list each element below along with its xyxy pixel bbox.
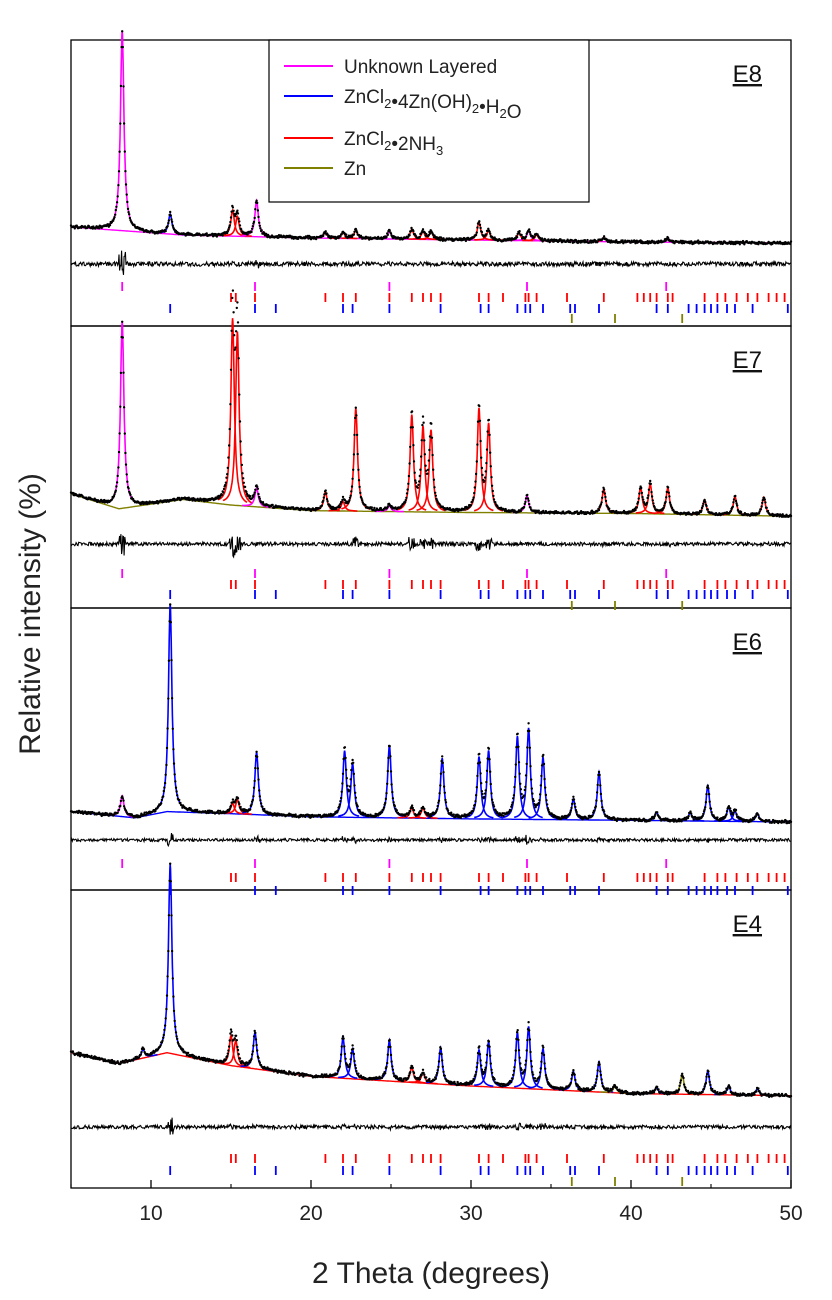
y-axis-title: Relative intensity (%)	[14, 473, 47, 755]
panel-frame-e6	[70, 607, 792, 891]
peak-e6-15-4	[223, 798, 252, 815]
peak-e8-8-2	[107, 30, 138, 229]
panel-label-e6: E6	[733, 629, 762, 656]
observed-trace-e7	[69, 289, 793, 518]
peak-e6-44-8	[693, 783, 722, 822]
difference-curve-e4	[70, 1117, 792, 1135]
difference-curve-e7	[70, 534, 792, 559]
x-axis: 10 20 30 40 50	[70, 1180, 803, 1225]
peak-e7-40-6	[626, 485, 655, 515]
peak-e7-22-8	[341, 408, 371, 510]
panel-e7	[69, 289, 793, 610]
peak-e4-30-5	[464, 1047, 494, 1088]
peak-e6-16-6	[242, 752, 272, 815]
observed-points-e8	[69, 30, 793, 246]
observed-points-e7	[69, 289, 793, 518]
observed-trace-e6	[69, 603, 793, 825]
legend-label-unknown-layered: Unknown Layered	[344, 57, 497, 78]
x-tick-label-10: 10	[139, 1202, 162, 1225]
x-tick-label-30: 30	[459, 1202, 482, 1225]
observed-trace-e8	[69, 30, 793, 246]
x-tick-label-20: 20	[299, 1202, 322, 1225]
observed-points-e4	[69, 862, 793, 1099]
peak-e6-33-6	[513, 727, 543, 819]
peak-e6-34-5	[528, 756, 558, 820]
peak-e7-27-5	[416, 429, 446, 512]
panel-e6	[69, 603, 793, 895]
peak-e4-38	[584, 1059, 614, 1093]
peak-e7-15-4	[222, 331, 253, 504]
legend-label-zncl2-2nh3: ZnCl2•2NH3	[344, 129, 443, 158]
x-tick-label-50: 50	[779, 1202, 802, 1225]
peak-e7-16-6	[242, 486, 272, 509]
peak-e4-22	[328, 1034, 358, 1080]
peak-e7-22	[328, 500, 358, 512]
difference-curve-e6	[70, 832, 792, 848]
peak-e4-22-6	[338, 1046, 367, 1080]
difference-curve-e8	[70, 250, 792, 275]
panel-label-e8: E8	[733, 61, 762, 88]
peak-e7-8-2	[107, 321, 137, 504]
x-tick-label-40: 40	[619, 1202, 642, 1225]
panel-e4	[69, 862, 793, 1186]
panel-label-e4: E4	[733, 911, 762, 938]
panel-frame-e4	[70, 889, 792, 1189]
legend-label-zncl2-4zn-oh-2-h2o: ZnCl2•4Zn(OH)2•H2O	[344, 87, 522, 123]
peak-e8-16-6	[241, 198, 271, 238]
panel-label-e7: E7	[733, 347, 762, 374]
observed-points-e6	[69, 603, 793, 825]
peak-e6-28-2	[427, 758, 457, 819]
legend-label-zn: Zn	[344, 159, 366, 180]
peak-e6-32-9	[502, 735, 532, 819]
observed-trace-e4	[69, 862, 793, 1099]
peak-e7-15-1	[217, 318, 248, 503]
peak-e6-11-2	[155, 603, 186, 811]
legend: Unknown Layered ZnCl2•4Zn(OH)2•H2O ZnCl2•2…	[268, 39, 590, 203]
peak-e4-33-6	[513, 1026, 543, 1089]
peak-e7-31-1	[473, 422, 504, 512]
panel-e8	[69, 30, 793, 323]
panel-frame-e7	[70, 325, 792, 609]
x-axis-title: 2 Theta (degrees)	[312, 1257, 550, 1290]
peak-e6-38	[584, 769, 614, 820]
